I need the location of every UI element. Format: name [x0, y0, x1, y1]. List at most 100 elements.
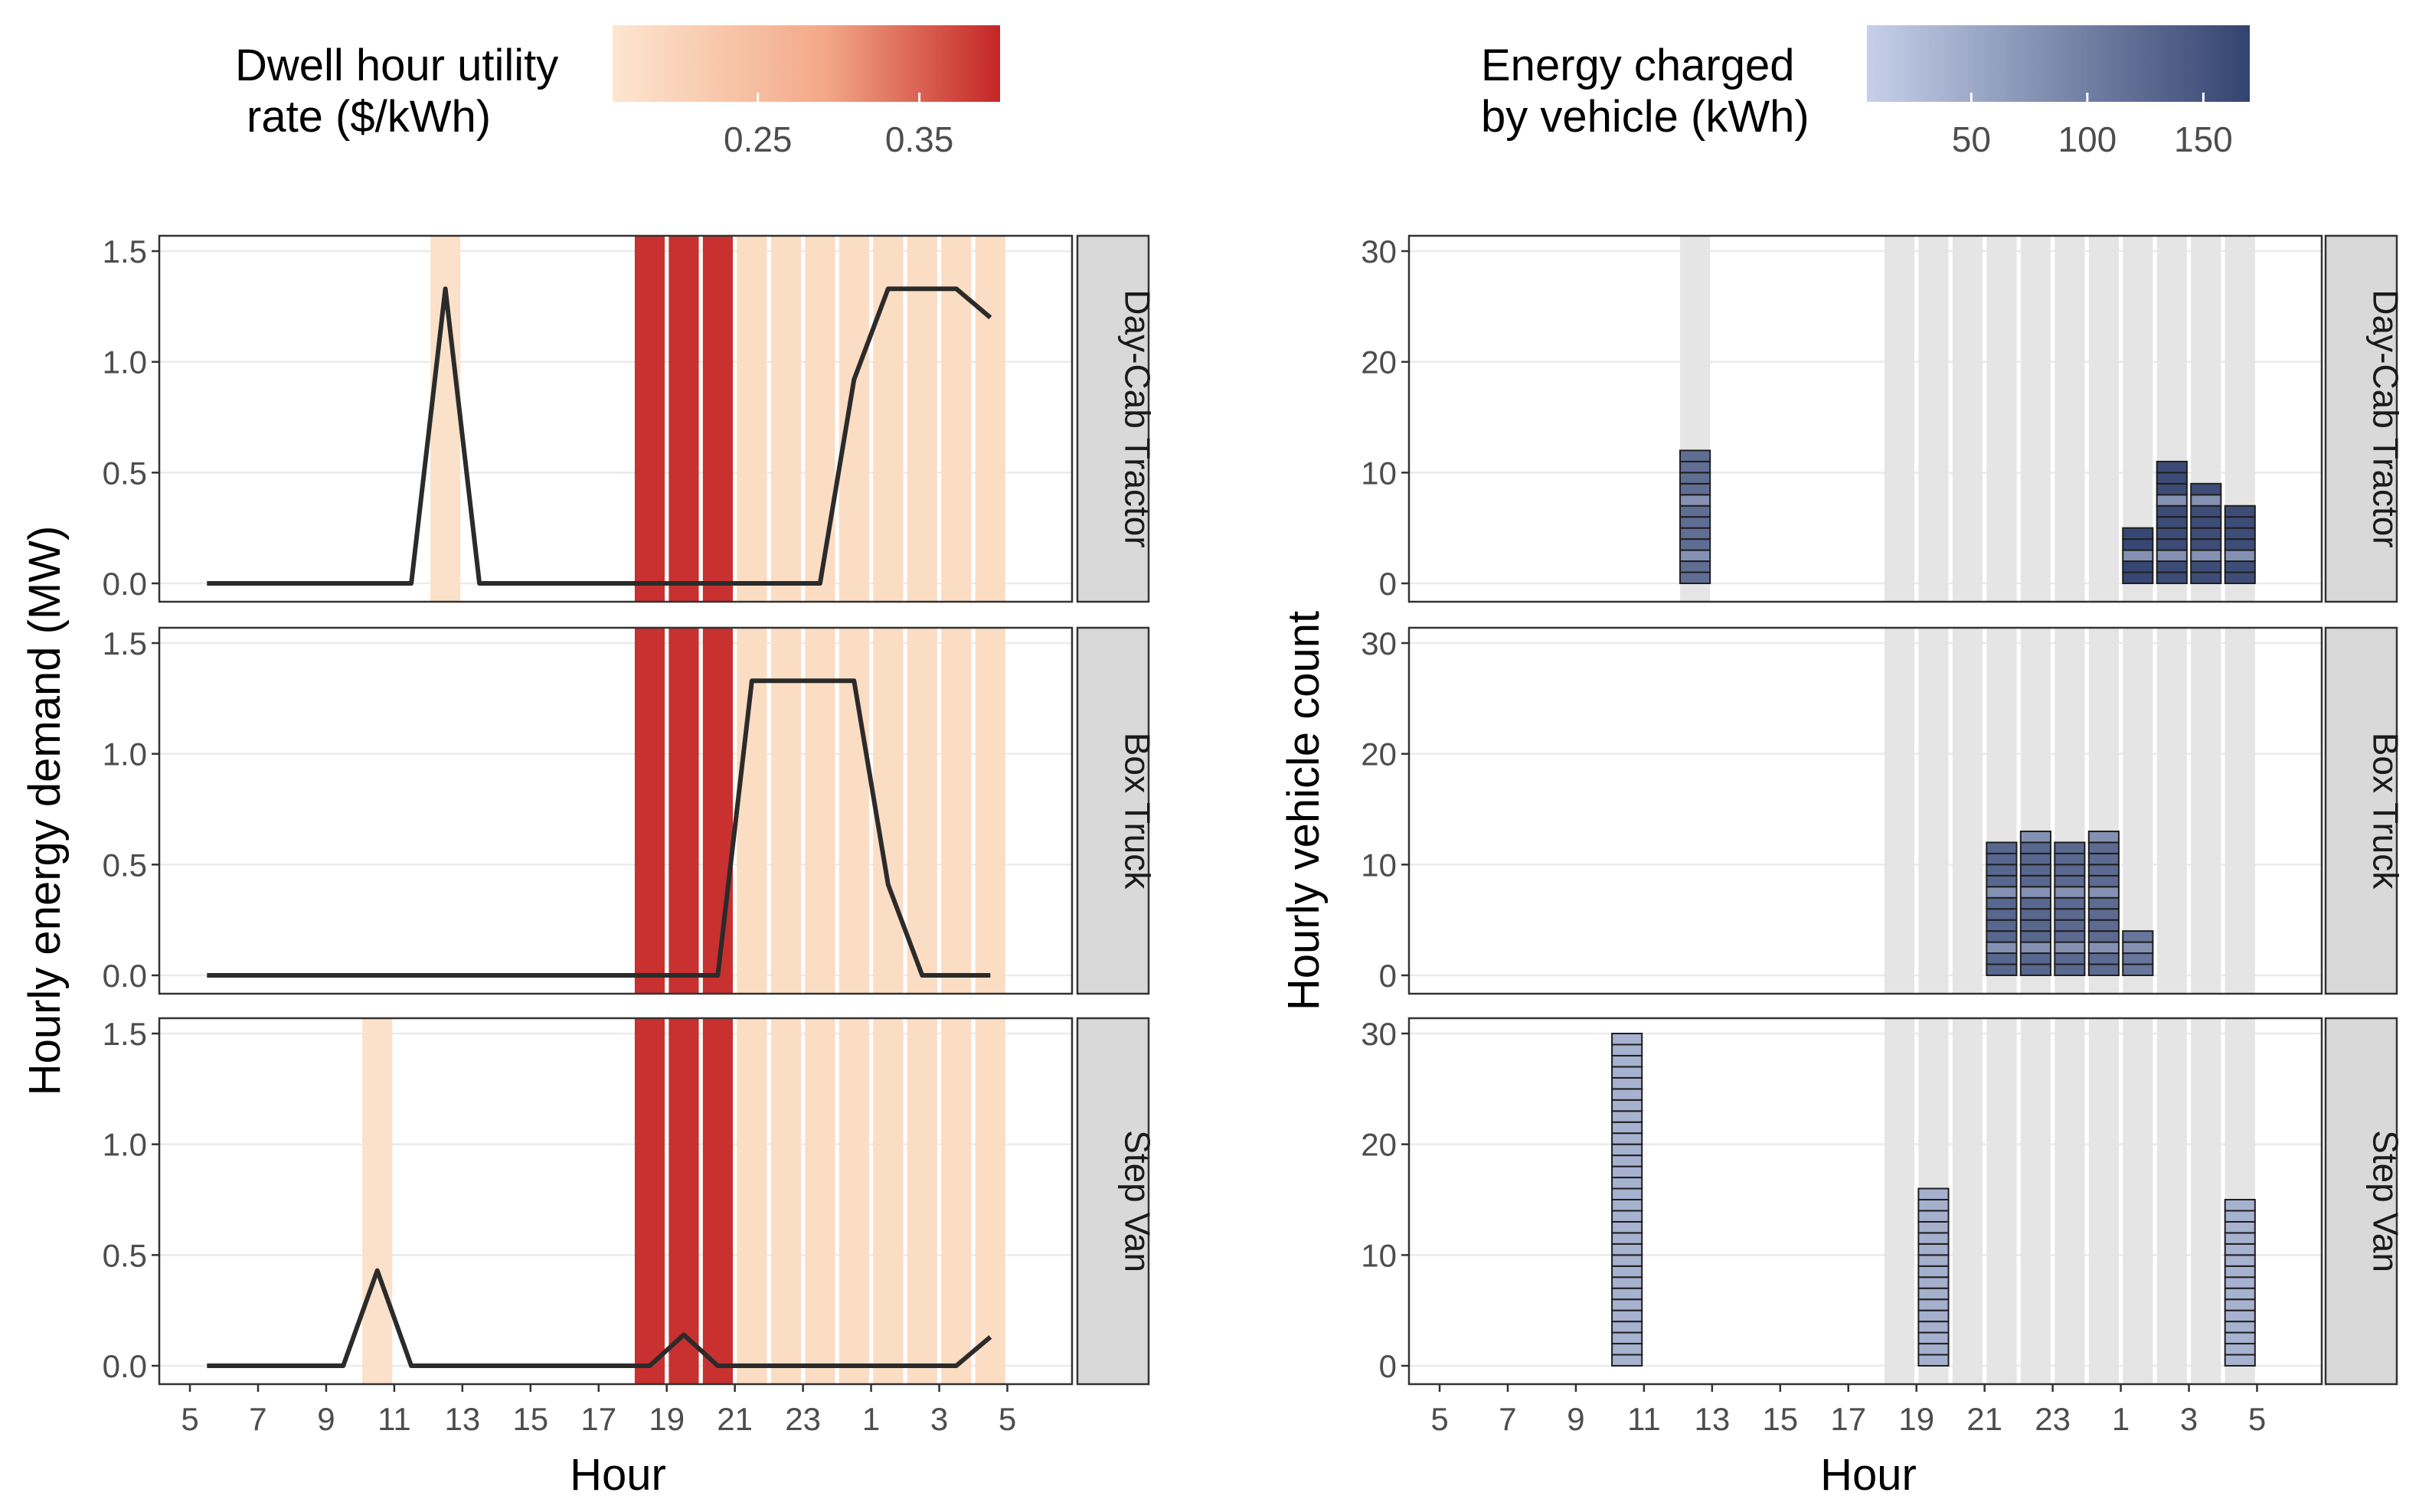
demand-panel: Box Truck 0.0 0.5 1.0 1.5 — [103, 625, 1158, 995]
count-y-tick-label: 10 — [1361, 455, 1397, 491]
vehicle-segment — [1611, 1088, 1643, 1101]
vehicle-segment — [2087, 930, 2120, 943]
vehicle-segment — [2224, 1276, 2256, 1289]
count-y-tick-label: 20 — [1361, 736, 1397, 772]
vehicle-segment — [1611, 1210, 1643, 1223]
vehicle-segment — [1679, 460, 1711, 474]
vehicle-segment — [1611, 1043, 1643, 1056]
vehicle-segment — [1986, 919, 2018, 932]
vehicle-segment — [1611, 1243, 1643, 1256]
vehicle-segment — [1611, 1287, 1643, 1301]
vehicle-segment — [2190, 527, 2222, 540]
vehicle-count-bar — [2190, 482, 2222, 584]
dwell-hour-bar — [1986, 1018, 2017, 1384]
count-panel-border — [1407, 234, 2323, 603]
vehicle-segment — [1986, 941, 2018, 955]
dwell-rate-bar — [873, 236, 904, 602]
vehicle-segment — [2122, 538, 2154, 551]
vehicle-segment — [1917, 1331, 1950, 1345]
demand-y-tick-label: 0.5 — [103, 455, 147, 491]
count-facet-label: Day-Cab Tractor — [2366, 289, 2406, 547]
vehicle-segment — [2224, 1232, 2256, 1245]
vehicle-segment — [2122, 963, 2154, 976]
demand-series-line — [207, 1268, 992, 1368]
vehicle-segment — [2019, 952, 2051, 965]
dwell-hour-bar — [2156, 628, 2187, 994]
vehicle-segment — [2224, 516, 2256, 529]
dwell-hour-bar — [2224, 628, 2255, 994]
legend-rate-title-line1: Dwell hour utility — [235, 41, 558, 90]
vehicle-segment — [2224, 571, 2256, 584]
vehicle-segment — [1611, 1154, 1643, 1167]
vehicle-segment — [1986, 896, 2018, 910]
vehicle-count-bar — [2156, 460, 2188, 584]
dwell-rate-bar — [805, 236, 835, 602]
count-x-tick-label: 11 — [1627, 1401, 1661, 1437]
vehicle-segment — [2087, 941, 2120, 955]
vehicle-segment — [1917, 1210, 1950, 1223]
vehicle-segment — [2156, 494, 2188, 507]
demand-y-tick-label: 1.0 — [103, 345, 147, 380]
vehicle-segment — [2087, 952, 2120, 965]
demand-y-tick-label: 0.5 — [103, 1237, 147, 1273]
dwell-hour-bar — [2156, 1018, 2187, 1384]
vehicle-segment — [1679, 560, 1711, 573]
energy-demand-chart: Day-Cab Tractor 0.0 0.5 1.0 1.5 Box Truck 0.0 0… — [103, 233, 1158, 1437]
demand-x-tick-label: 11 — [378, 1401, 411, 1437]
vehicle-segment — [2224, 1199, 2256, 1212]
vehicle-segment — [1611, 1254, 1643, 1267]
vehicle-segment — [1611, 1199, 1643, 1212]
right-x-axis-title: Hour — [1820, 1450, 1917, 1500]
vehicle-segment — [2087, 919, 2120, 932]
dwell-rate-bar — [770, 236, 801, 602]
legend-energy-tick-label: 100 — [2058, 119, 2117, 159]
right-y-axis-title: Hourly vehicle count — [1279, 611, 1329, 1011]
demand-x-tick-label: 23 — [785, 1401, 821, 1437]
vehicle-segment — [2122, 952, 2154, 965]
dwell-hour-bar — [1918, 628, 1949, 994]
count-x-tick-label: 9 — [1567, 1401, 1584, 1437]
dwell-rate-bar — [737, 236, 767, 602]
legend-rate-tick-label: 0.35 — [885, 119, 954, 159]
vehicle-segment — [2054, 852, 2086, 866]
vehicle-segment — [1611, 1033, 1643, 1046]
vehicle-segment — [2156, 549, 2188, 563]
count-y-tick-label: 30 — [1361, 233, 1397, 269]
left-x-axis-title: Hour — [570, 1450, 666, 1500]
vehicle-segment — [1917, 1354, 1950, 1367]
count-x-tick-label: 5 — [2248, 1401, 2266, 1437]
vehicle-segment — [1917, 1287, 1950, 1301]
vehicle-segment — [2224, 505, 2256, 518]
vehicle-segment — [2054, 841, 2086, 854]
count-x-tick-label: 21 — [1966, 1401, 2002, 1437]
demand-y-tick-label: 1.0 — [103, 736, 147, 772]
count-y-tick-label: 0 — [1379, 1348, 1397, 1384]
vehicle-segment — [2054, 963, 2086, 976]
count-x-tick-label: 15 — [1762, 1401, 1798, 1437]
vehicle-segment — [2224, 1331, 2256, 1345]
vehicle-segment — [2190, 505, 2222, 518]
vehicle-segment — [2019, 852, 2051, 866]
dwell-rate-bar — [770, 628, 801, 994]
vehicle-segment — [2224, 549, 2256, 563]
demand-panel-border — [158, 626, 1074, 995]
demand-facet-strip — [1076, 626, 1150, 995]
vehicle-segment — [1611, 1054, 1643, 1068]
vehicle-count-bar — [1611, 1033, 1643, 1367]
dwell-rate-bar — [702, 236, 734, 602]
dwell-rate-bar — [634, 1018, 665, 1384]
vehicle-segment — [2156, 527, 2188, 540]
count-y-tick-label: 30 — [1361, 1016, 1397, 1052]
vehicle-segment — [2224, 1321, 2256, 1334]
vehicle-segment — [2224, 1309, 2256, 1323]
vehicle-segment — [2156, 516, 2188, 529]
vehicle-segment — [1679, 538, 1711, 551]
count-x-tick-label: 13 — [1694, 1401, 1730, 1437]
dwell-hour-bar — [2055, 1018, 2085, 1384]
vehicle-count-bar — [2019, 830, 2051, 976]
demand-x-tick-label: 15 — [512, 1401, 548, 1437]
count-panel-border — [1407, 1017, 2323, 1386]
dwell-rate-bar — [873, 628, 904, 994]
